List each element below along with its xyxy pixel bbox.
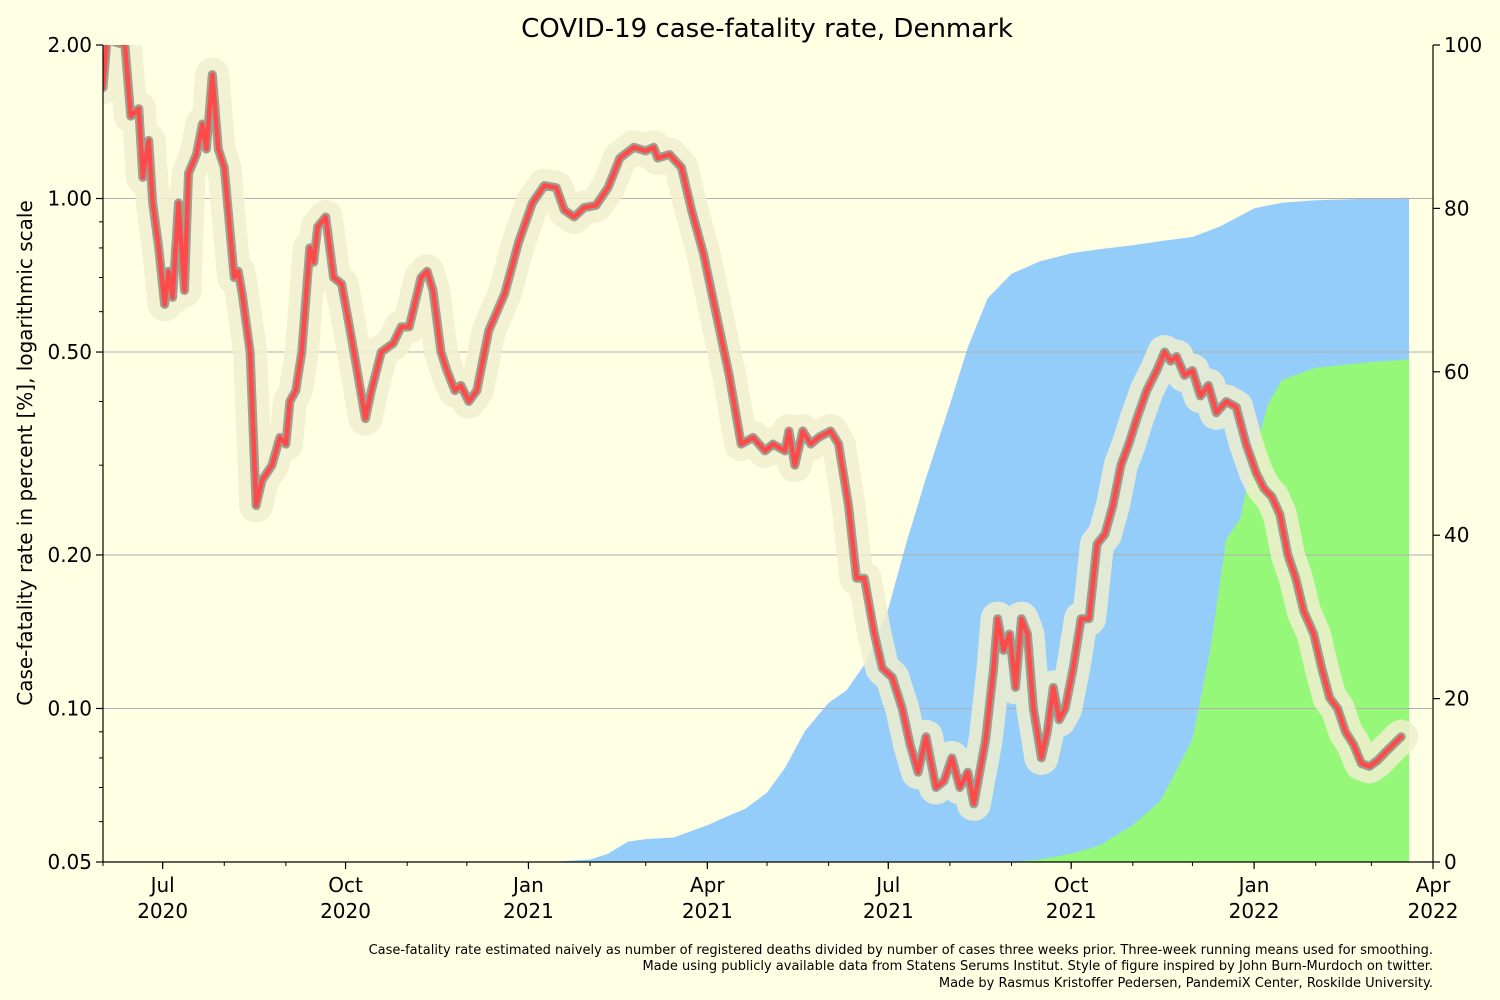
y-axis-label: Case-fatality rate in percent [%], logar… <box>13 200 37 706</box>
right-tick-label: 100 <box>1444 33 1482 57</box>
footer-line-1: Case-fatality rate estimated naively as … <box>369 943 1433 958</box>
left-tick-label: 0.50 <box>47 340 92 364</box>
gridlines <box>103 198 1433 709</box>
cfr-line <box>103 45 1404 807</box>
right-tick-label: 20 <box>1444 687 1469 711</box>
x-tick-label-month: Apr <box>690 873 725 897</box>
right-tick-label: 0 <box>1444 850 1457 874</box>
x-tick-label-year: 2020 <box>137 899 188 923</box>
chart-title: COVID-19 case-fatality rate, Denmark <box>521 14 1013 44</box>
x-tick-label-month: Jan <box>511 873 544 897</box>
x-tick-label-year: 2021 <box>682 899 733 923</box>
left-tick-label: 0.10 <box>47 696 92 720</box>
x-tick-label-year: 2021 <box>503 899 554 923</box>
right-tick-label: 60 <box>1444 360 1469 384</box>
left-tick-label: 1.00 <box>47 187 92 211</box>
footer-line-2: Made using publicly available data from … <box>642 959 1433 974</box>
x-tick-label-month: Jan <box>1237 873 1270 897</box>
left-tick-label: 0.05 <box>47 850 92 874</box>
axes <box>102 45 1434 863</box>
right-tick-label: 40 <box>1444 523 1469 547</box>
x-tick-label-month: Jul <box>149 873 175 897</box>
right-tick-label: 80 <box>1444 196 1469 220</box>
x-tick-label-year: 2022 <box>1408 899 1459 923</box>
x-tick-label-month: Oct <box>328 873 363 897</box>
ticks: 0.050.100.200.501.002.00020406080100Jul2… <box>47 33 1482 923</box>
footer-line-3: Made by Rasmus Kristoffer Pedersen, Pand… <box>939 976 1433 991</box>
x-tick-label-year: 2020 <box>320 899 371 923</box>
x-tick-label-year: 2021 <box>863 899 914 923</box>
x-tick-label-month: Oct <box>1054 873 1089 897</box>
left-tick-label: 0.20 <box>47 543 92 567</box>
x-tick-label-year: 2021 <box>1046 899 1097 923</box>
x-tick-label-month: Jul <box>874 873 900 897</box>
vaccination-area-booster <box>1011 359 1410 862</box>
left-tick-label: 2.00 <box>47 33 92 57</box>
x-tick-label-month: Apr <box>1416 873 1451 897</box>
cfr-line-group <box>103 45 1419 821</box>
x-tick-label-year: 2022 <box>1229 899 1280 923</box>
